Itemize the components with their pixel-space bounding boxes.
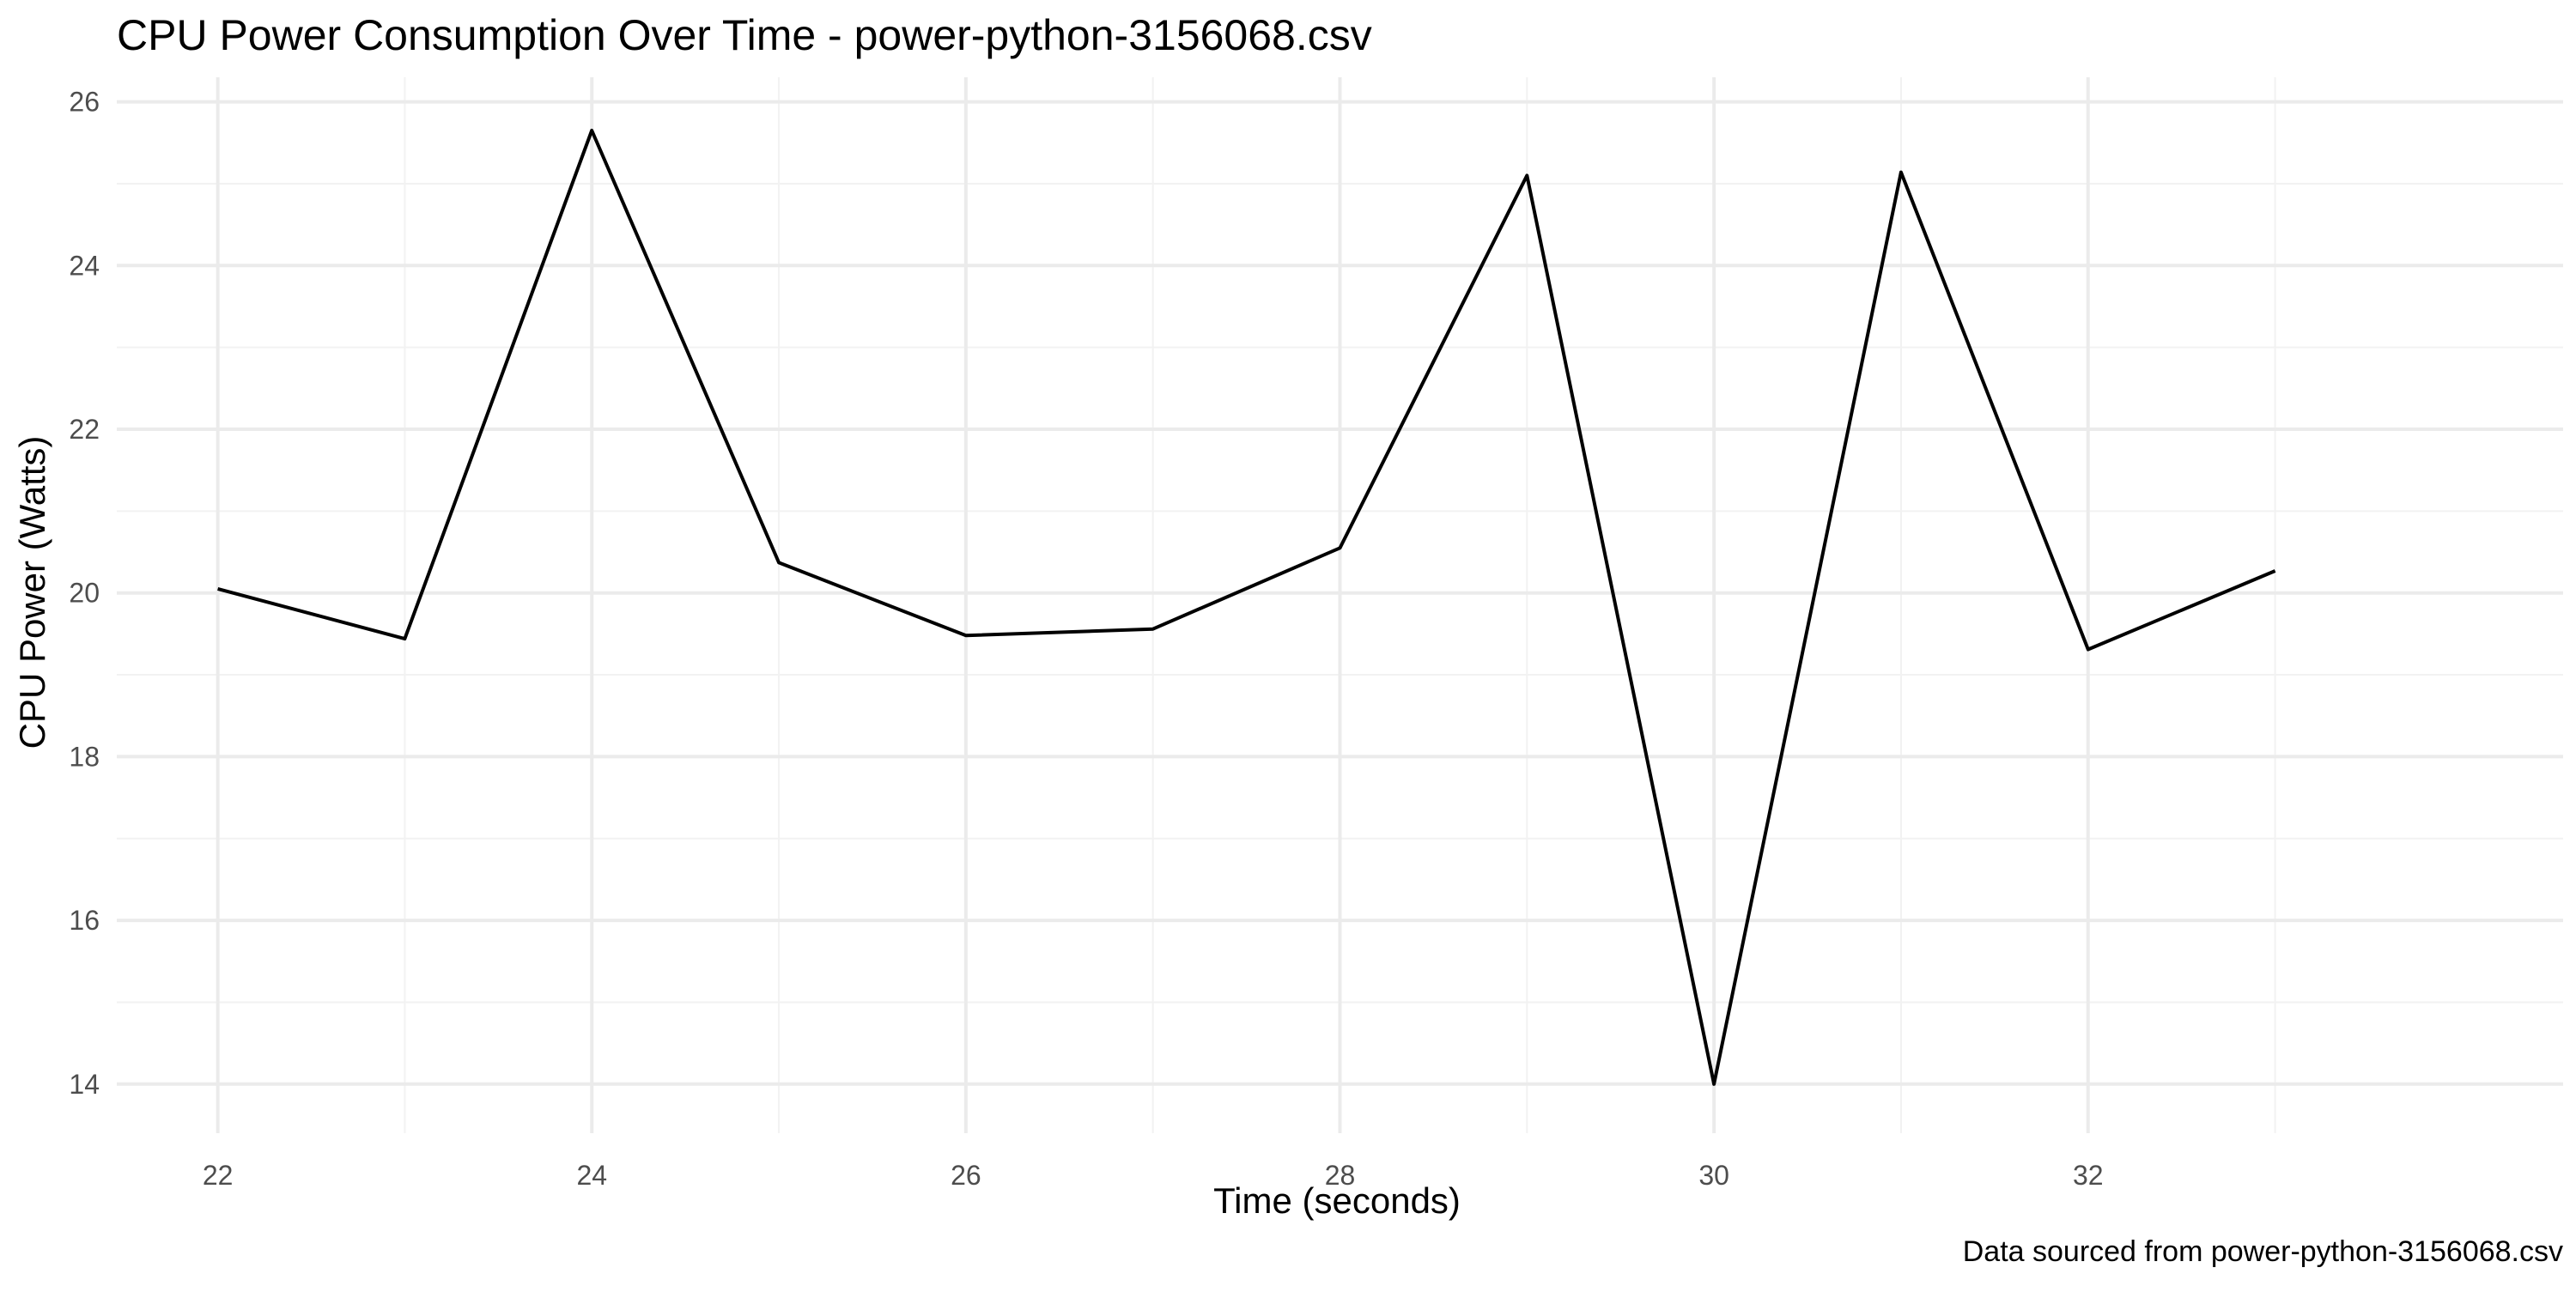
x-tick-label: 22 (203, 1160, 234, 1191)
series-layer (217, 129, 2276, 1086)
y-tick-label: 20 (69, 578, 100, 609)
x-tick-label: 26 (951, 1160, 981, 1191)
chart-caption: Data sourced from power-python-3156068.c… (1963, 1235, 2563, 1268)
x-tick-label: 28 (1325, 1160, 1356, 1191)
tick-labels: 14 16 18 20 22 24 26 22 24 26 28 30 32 (69, 87, 2103, 1191)
y-tick-label: 24 (69, 250, 100, 281)
series-line (217, 129, 2276, 1086)
y-tick-label: 22 (69, 414, 100, 445)
y-axis-title: CPU Power (Watts) (12, 436, 52, 749)
grid (117, 77, 2563, 1133)
chart-title: CPU Power Consumption Over Time - power-… (117, 11, 1372, 59)
y-tick-label: 18 (69, 741, 100, 772)
y-tick-label: 14 (69, 1069, 100, 1100)
x-tick-label: 24 (576, 1160, 607, 1191)
x-tick-label: 30 (1698, 1160, 1729, 1191)
x-tick-label: 32 (2073, 1160, 2104, 1191)
y-tick-label: 26 (69, 87, 100, 118)
y-tick-label: 16 (69, 905, 100, 936)
x-axis-title: Time (seconds) (1213, 1180, 1461, 1221)
